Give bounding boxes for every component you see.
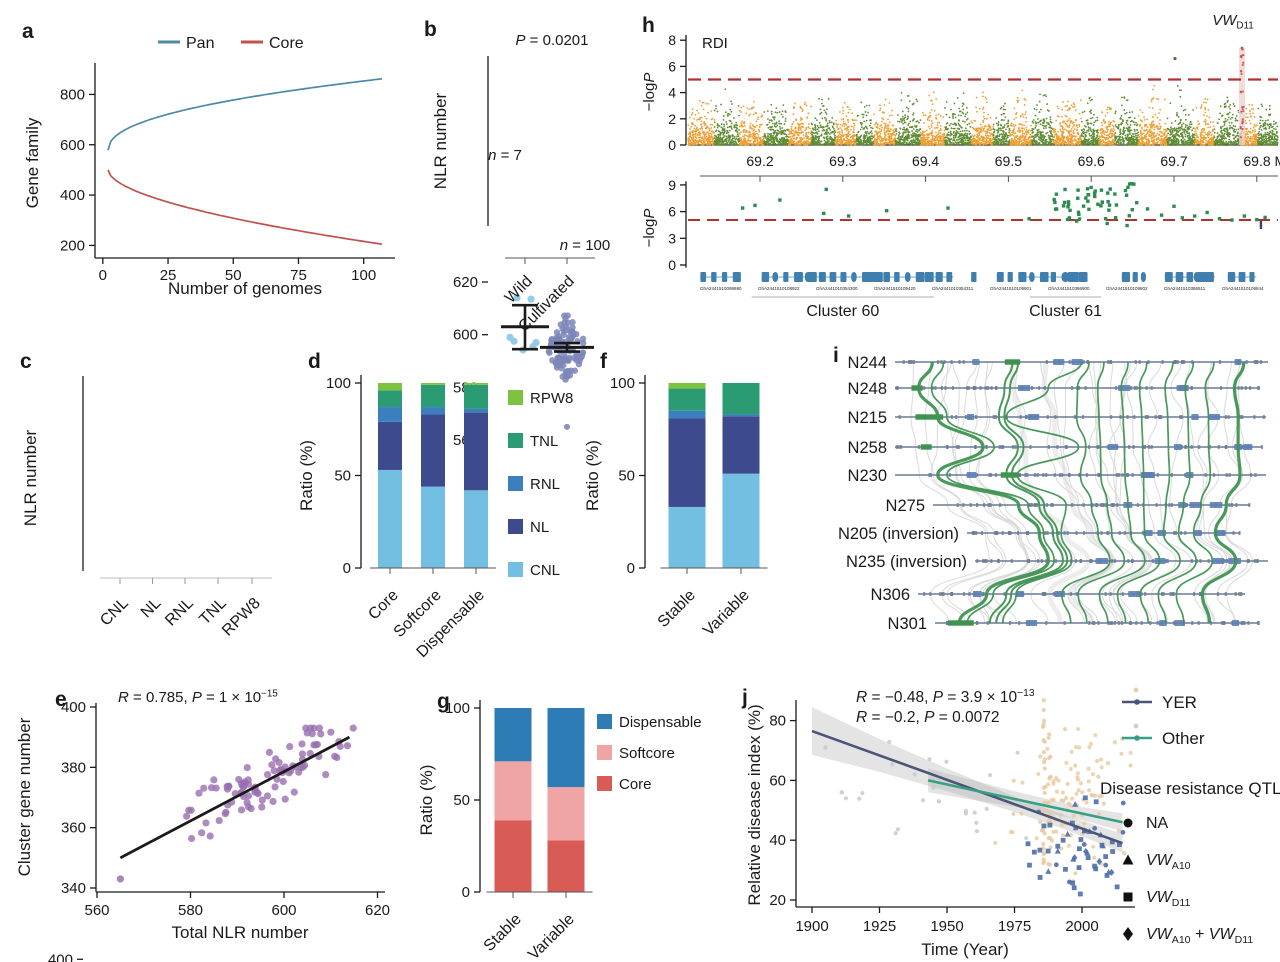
svg-text:600: 600 <box>60 137 85 154</box>
panel-e-chart: 340 360 380 400 560 580 600 620 R = 0.785, P = 1… <box>15 688 390 942</box>
svg-text:Gene family: Gene family <box>23 117 42 208</box>
svg-text:50: 50 <box>618 468 635 485</box>
svg-text:380: 380 <box>61 759 86 776</box>
svg-text:Ratio (%): Ratio (%) <box>583 440 602 511</box>
svg-text:Variable: Variable <box>700 587 753 640</box>
svg-text:NLR number: NLR number <box>431 92 450 189</box>
svg-text:RNL: RNL <box>162 595 197 630</box>
svg-text:600: 600 <box>271 902 296 919</box>
svg-text:360: 360 <box>61 820 86 837</box>
svg-text:340: 340 <box>61 880 86 897</box>
panel-a-label: a <box>22 20 34 43</box>
svg-text:Variable: Variable <box>525 911 578 962</box>
panel-f-chart: 0 50 100 Ratio (%) Stable Variable <box>583 375 768 639</box>
svg-text:100: 100 <box>610 375 635 392</box>
svg-text:Core: Core <box>619 776 652 793</box>
panel-a-chart: 200 400 600 800 0 25 50 75 100 Pan Core Gene family… <box>23 35 395 298</box>
svg-text:RPW8: RPW8 <box>530 390 573 407</box>
svg-text:NL: NL <box>530 519 549 536</box>
svg-text:R = 0.785, P = 1 × 10−15: R = 0.785, P = 1 × 10−15 <box>118 688 278 706</box>
panel-c-label: c <box>20 350 32 373</box>
svg-text:800: 800 <box>60 86 85 103</box>
svg-text:200: 200 <box>60 237 85 254</box>
svg-text:NLR number: NLR number <box>21 429 40 526</box>
svg-text:600: 600 <box>453 327 478 344</box>
svg-text:580: 580 <box>178 902 203 919</box>
svg-text:Ratio (%): Ratio (%) <box>297 440 316 511</box>
svg-text:CNL: CNL <box>530 562 560 579</box>
svg-text:400: 400 <box>48 951 73 962</box>
svg-text:620: 620 <box>365 902 390 919</box>
svg-text:8: 8 <box>668 32 676 48</box>
svg-text:400: 400 <box>61 699 86 716</box>
svg-text:100: 100 <box>326 375 351 392</box>
svg-text:Ratio (%): Ratio (%) <box>417 765 436 836</box>
svg-text:Dispensable: Dispensable <box>619 714 702 731</box>
svg-text:400: 400 <box>60 187 85 204</box>
svg-text:25: 25 <box>160 267 177 284</box>
svg-text:100: 100 <box>351 267 376 284</box>
svg-text:0: 0 <box>343 560 351 577</box>
svg-text:Core: Core <box>269 35 304 52</box>
svg-text:TNL: TNL <box>530 433 558 450</box>
panel-h-label: h <box>642 14 655 37</box>
panel-g-chart: 0 50 100 Ratio (%) Stable Variable Dispensable… <box>417 700 702 962</box>
panel-e-label: e <box>55 688 67 711</box>
svg-text:NL: NL <box>138 595 165 622</box>
panel-b-label: b <box>424 18 437 41</box>
svg-text:620: 620 <box>453 274 478 291</box>
svg-text:Pan: Pan <box>186 35 214 52</box>
svg-text:560: 560 <box>84 902 109 919</box>
svg-text:n = 100: n = 100 <box>560 237 610 254</box>
svg-text:Core: Core <box>365 587 402 624</box>
panel-i-label: i <box>833 344 839 367</box>
svg-text:0: 0 <box>99 267 107 284</box>
panel-g-label: g <box>437 690 450 713</box>
svg-text:50: 50 <box>453 792 470 809</box>
svg-text:75: 75 <box>290 267 307 284</box>
svg-text:4: 4 <box>668 85 676 101</box>
svg-text:50: 50 <box>334 468 351 485</box>
panel-f-label: f <box>600 350 608 373</box>
svg-text:Total NLR number: Total NLR number <box>171 923 308 942</box>
svg-text:−logP: −logP <box>641 73 658 112</box>
svg-text:n = 7: n = 7 <box>488 147 522 164</box>
svg-text:Stable: Stable <box>655 587 699 631</box>
panel-d-label: d <box>308 350 321 373</box>
svg-text:Stable: Stable <box>481 911 525 955</box>
svg-text:100: 100 <box>445 700 470 717</box>
svg-text:Cluster gene number: Cluster gene number <box>15 717 34 876</box>
svg-text:RPW8: RPW8 <box>219 595 264 640</box>
svg-text:P = 0.0201: P = 0.0201 <box>516 32 589 49</box>
svg-text:2: 2 <box>668 111 676 127</box>
svg-text:Number of genomes: Number of genomes <box>168 279 322 298</box>
svg-text:6: 6 <box>668 58 676 74</box>
svg-text:50: 50 <box>225 267 242 284</box>
svg-text:CNL: CNL <box>97 595 132 630</box>
svg-text:Softcore: Softcore <box>619 745 675 762</box>
panel-j-label: j <box>741 686 748 709</box>
svg-text:0: 0 <box>627 560 635 577</box>
svg-text:0: 0 <box>668 137 676 153</box>
svg-text:RDI: RDI <box>702 35 728 52</box>
svg-text:RNL: RNL <box>530 476 560 493</box>
svg-text:0: 0 <box>462 884 470 901</box>
